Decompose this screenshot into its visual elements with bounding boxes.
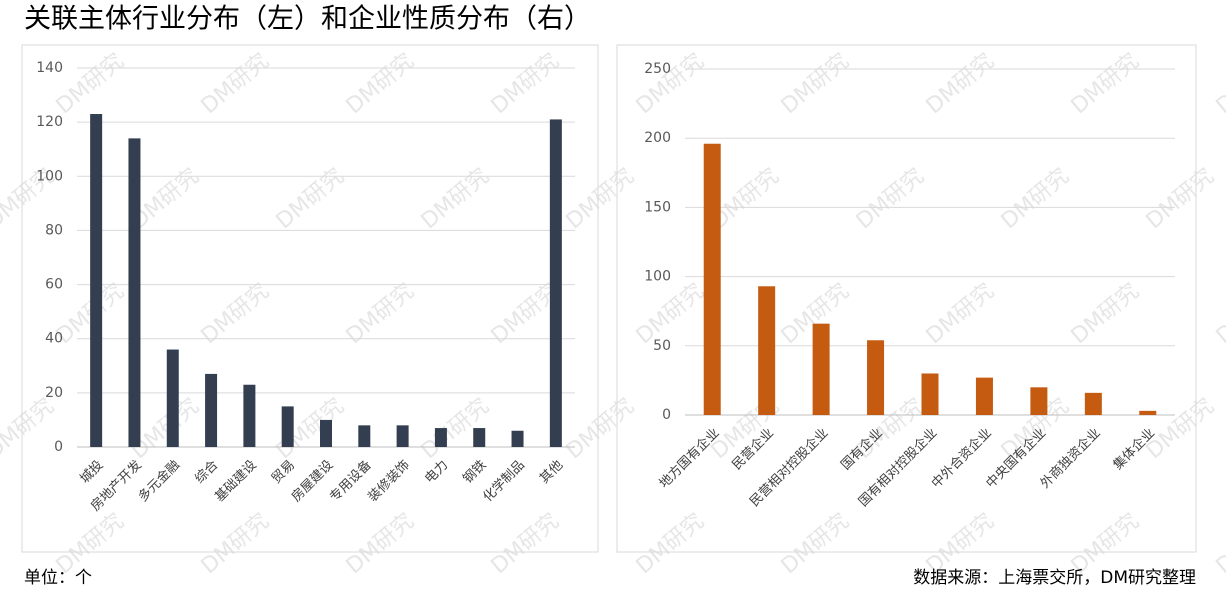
watermark: DM研究 [1142, 394, 1219, 465]
y-tick-label: 100 [644, 269, 671, 285]
bar [867, 340, 885, 415]
watermark: DM研究 [562, 164, 639, 235]
x-tick-label: 房屋建设 [288, 457, 336, 505]
watermark: DM研究 [997, 164, 1074, 235]
x-tick-label: 化学制品 [480, 457, 528, 505]
bar [396, 425, 409, 447]
bar [703, 143, 721, 415]
y-tick-label: 150 [644, 199, 671, 215]
bar [1084, 392, 1102, 415]
watermark: DM研究 [197, 49, 274, 120]
bar [205, 373, 218, 447]
bar [243, 384, 256, 447]
watermark: DM研究 [197, 509, 274, 580]
y-tick-label: 40 [45, 331, 63, 347]
x-tick-label: 装修装饰 [366, 458, 413, 505]
x-tick-label: 地方国有企业 [656, 425, 722, 491]
unit-note: 单位：个 [24, 568, 92, 588]
bar [90, 114, 103, 448]
y-tick-label: 0 [54, 439, 63, 455]
left-panel [21, 44, 599, 553]
watermark: DM研究 [922, 49, 999, 120]
bar [320, 419, 332, 447]
watermark: DM研究 [632, 49, 709, 120]
bar [549, 119, 562, 447]
bar [434, 428, 447, 447]
watermark: DM研究 [852, 164, 929, 235]
bar [473, 428, 486, 447]
bar [358, 425, 371, 447]
watermark: DM研究 [562, 394, 639, 465]
source-note: 数据来源：上海票交所，DM研究整理 [913, 568, 1196, 588]
bar [128, 138, 141, 447]
bar [921, 373, 939, 415]
watermark: DM研究 [1067, 279, 1144, 350]
y-tick-label: 0 [662, 407, 671, 423]
watermark: DM研究 [1212, 509, 1226, 580]
watermark: DM研究 [0, 394, 59, 465]
y-tick-label: 20 [45, 385, 63, 401]
bar [812, 323, 830, 415]
watermark: DM研究 [487, 509, 564, 580]
x-tick-label: 城投 [77, 457, 107, 487]
watermarks: DM研究 DM研究 DM研究 DM研究 DM研究 DM研究 DM研究 DM研究 DM研究 DM研究… [0, 49, 1226, 580]
bar [975, 377, 993, 415]
page-title: 关联主体行业分布（左）和企业性质分布（右） [24, 4, 591, 35]
right-panel [616, 44, 1197, 553]
bar [1030, 387, 1048, 415]
watermark: DM研究 [1142, 164, 1219, 235]
y-tick-label: 140 [36, 60, 63, 76]
y-tick-label: 200 [644, 130, 671, 146]
watermark: DM研究 [922, 279, 999, 350]
watermark: DM研究 [52, 49, 129, 120]
x-tick-label: 钢铁 [461, 458, 490, 487]
watermark: DM研究 [1067, 49, 1144, 120]
x-tick-label: 基础建设 [212, 458, 259, 505]
watermark: DM研究 [342, 509, 419, 580]
x-tick-label: 贸易 [269, 458, 298, 487]
y-tick-label: 250 [644, 61, 671, 77]
watermark: DM研究 [417, 164, 494, 235]
watermark: DM研究 [342, 49, 419, 120]
watermark: DM研究 [1212, 279, 1226, 350]
watermark: DM研究 [777, 49, 854, 120]
x-tick-label: 综合 [192, 458, 221, 487]
y-tick-label: 100 [36, 168, 63, 184]
bar [1139, 410, 1157, 415]
watermark: DM研究 [487, 49, 564, 120]
bar [511, 430, 524, 447]
x-tick-label: 专用设备 [327, 457, 375, 505]
bar [166, 349, 179, 447]
bar [758, 286, 776, 415]
watermark: DM研究 [632, 509, 709, 580]
x-tick-label: 电力 [422, 458, 451, 487]
watermark: DM研究 [777, 509, 854, 580]
y-tick-label: 120 [36, 114, 63, 130]
y-tick-label: 80 [45, 222, 63, 238]
y-tick-label: 50 [653, 338, 671, 354]
bar [281, 406, 294, 447]
y-tick-label: 60 [45, 277, 63, 293]
x-tick-label: 其他 [537, 458, 566, 487]
watermark: DM研究 [1212, 49, 1226, 120]
watermark: DM研究 [272, 164, 349, 235]
